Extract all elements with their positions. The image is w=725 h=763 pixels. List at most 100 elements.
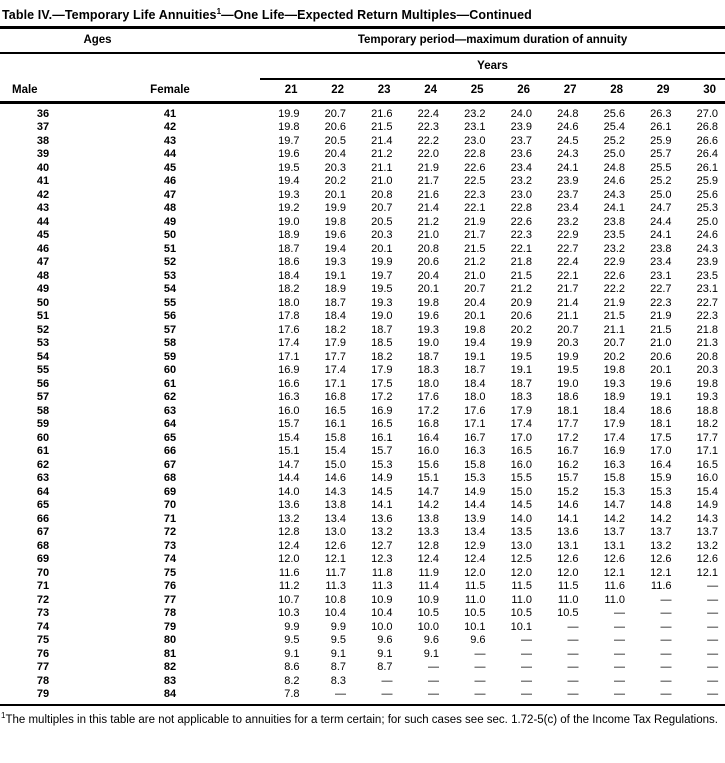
multiple-cell: 12.3 bbox=[371, 553, 393, 566]
years-header-row: Years bbox=[0, 52, 725, 80]
table-row: 41 46 19.4 20.2 21.0 21.7 22.5 23.2 23.9 24.6 25.2… bbox=[0, 175, 725, 189]
multiple-cell: 21.3 bbox=[696, 337, 719, 350]
multiple-cell: — bbox=[381, 688, 393, 701]
male-age-cell: 79 bbox=[36, 688, 50, 701]
multiple-cell: 26.3 bbox=[650, 108, 672, 121]
multiple-cell: 10.7 bbox=[278, 593, 300, 606]
multiple-cell: 16.0 bbox=[278, 404, 300, 417]
multiple-cell: 21.7 bbox=[464, 229, 486, 242]
multiple-cell: 20.7 bbox=[324, 108, 346, 121]
multiple-cell: 14.5 bbox=[510, 499, 532, 512]
multiple-cell: — bbox=[707, 674, 719, 687]
multiple-cell: 22.8 bbox=[510, 202, 532, 215]
multiple-cell: 19.6 bbox=[278, 148, 300, 161]
multiple-cell: 12.0 bbox=[510, 566, 532, 579]
multiple-cell: 20.6 bbox=[324, 121, 346, 134]
multiple-cell: 11.0 bbox=[511, 593, 532, 606]
male-age-cell: 43 bbox=[36, 202, 50, 215]
female-column-header: Female bbox=[110, 78, 260, 105]
multiple-cell: 15.3 bbox=[603, 485, 625, 498]
multiple-cell: 21.5 bbox=[371, 121, 393, 134]
multiple-cell: 22.8 bbox=[464, 148, 486, 161]
multiple-cell: — bbox=[660, 607, 672, 620]
multiple-cell: 12.0 bbox=[557, 566, 579, 579]
multiple-cell: 22.7 bbox=[696, 296, 719, 309]
multiple-cell: 23.4 bbox=[510, 161, 532, 174]
multiple-cell: 16.4 bbox=[417, 431, 439, 444]
multiple-cell: 21.5 bbox=[510, 269, 532, 282]
multiple-cell: 21.9 bbox=[464, 215, 486, 228]
multiple-cell: 16.0 bbox=[417, 445, 439, 458]
male-age-cell: 78 bbox=[36, 674, 50, 687]
multiple-cell: 20.6 bbox=[510, 310, 532, 323]
multiple-cell: 22.3 bbox=[510, 229, 532, 242]
multiple-cell: 15.3 bbox=[650, 485, 672, 498]
multiple-cell: 18.6 bbox=[557, 391, 579, 404]
multiple-cell: 23.1 bbox=[696, 283, 719, 296]
year-column-header: 21 bbox=[260, 78, 307, 105]
multiple-cell: 19.1 bbox=[464, 350, 486, 363]
multiple-cell: 18.2 bbox=[324, 323, 346, 336]
multiple-cell: 18.7 bbox=[464, 364, 486, 377]
multiple-cell: 23.5 bbox=[603, 229, 625, 242]
female-age-cell: 43 bbox=[163, 134, 177, 147]
male-age-cell: 57 bbox=[36, 391, 50, 404]
table-row: 43 48 19.2 19.9 20.7 21.4 22.1 22.8 23.4 24.1 24.7… bbox=[0, 202, 725, 216]
multiple-cell: 23.5 bbox=[696, 269, 719, 282]
multiple-cell: — bbox=[660, 647, 672, 660]
page-title: Table IV.—Temporary Life Annuities1—One … bbox=[0, 0, 725, 26]
multiple-cell: 15.1 bbox=[278, 445, 300, 458]
multiple-cell: — bbox=[707, 580, 719, 593]
multiple-cell: 23.1 bbox=[464, 121, 486, 134]
multiple-cell: 11.5 bbox=[511, 580, 532, 593]
multiple-cell: 8.3 bbox=[330, 674, 346, 687]
multiple-cell: — bbox=[474, 647, 486, 660]
multiple-cell: — bbox=[660, 661, 672, 674]
multiple-cell: 16.3 bbox=[464, 445, 486, 458]
multiple-cell: 9.9 bbox=[284, 620, 300, 633]
multiple-cell: — bbox=[707, 634, 719, 647]
multiple-cell: 15.6 bbox=[417, 458, 439, 471]
multiple-cell: 19.0 bbox=[278, 215, 300, 228]
table-row: 36 41 19.9 20.7 21.6 22.4 23.2 24.0 24.8 25.6 26.3… bbox=[0, 103, 725, 122]
female-age-cell: 64 bbox=[163, 418, 177, 431]
multiple-cell: 21.4 bbox=[371, 134, 393, 147]
multiple-cell: 14.4 bbox=[278, 472, 300, 485]
male-age-cell: 71 bbox=[36, 580, 50, 593]
multiple-cell: 16.3 bbox=[278, 391, 300, 404]
male-age-cell: 58 bbox=[36, 404, 50, 417]
multiple-cell: 13.1 bbox=[603, 539, 625, 552]
male-age-cell: 48 bbox=[36, 269, 50, 282]
multiple-cell: — bbox=[567, 688, 579, 701]
multiple-cell: 11.6 bbox=[278, 566, 300, 579]
multiple-cell: 22.3 bbox=[696, 310, 719, 323]
multiple-cell: 18.7 bbox=[371, 323, 393, 336]
table-row: 52 57 17.6 18.2 18.7 19.3 19.8 20.2 20.7 21.1 21.5… bbox=[0, 324, 725, 338]
multiple-cell: 19.8 bbox=[464, 323, 486, 336]
multiple-cell: 12.4 bbox=[278, 539, 300, 552]
multiple-cell: 21.0 bbox=[464, 269, 486, 282]
multiple-cell: 14.9 bbox=[464, 485, 486, 498]
multiple-cell: 13.0 bbox=[510, 539, 532, 552]
multiple-cell: 10.1 bbox=[510, 620, 532, 633]
multiple-cell: 23.0 bbox=[464, 134, 486, 147]
multiple-cell: 23.1 bbox=[650, 269, 672, 282]
female-age-cell: 50 bbox=[163, 229, 177, 242]
female-age-cell: 51 bbox=[163, 242, 177, 255]
male-age-cell: 41 bbox=[36, 175, 50, 188]
year-column-header: 25 bbox=[446, 78, 493, 105]
multiple-cell: — bbox=[428, 688, 439, 701]
table-row: 62 67 14.7 15.0 15.3 15.6 15.8 16.0 16.2 16.3 16.4… bbox=[0, 459, 725, 473]
multiple-cell: 12.8 bbox=[417, 539, 439, 552]
multiple-cell: 20.1 bbox=[464, 310, 486, 323]
multiple-cell: 19.9 bbox=[557, 350, 579, 363]
multiple-cell: 23.6 bbox=[510, 148, 532, 161]
multiple-cell: — bbox=[428, 661, 439, 674]
multiple-cell: 18.1 bbox=[650, 418, 672, 431]
multiple-cell: 24.5 bbox=[557, 134, 579, 147]
multiple-cell: 16.0 bbox=[696, 472, 719, 485]
multiple-cell: 16.8 bbox=[324, 391, 346, 404]
multiple-cell: 17.4 bbox=[278, 337, 300, 350]
multiple-cell: 13.8 bbox=[417, 512, 439, 525]
multiple-cell: 22.2 bbox=[417, 134, 439, 147]
